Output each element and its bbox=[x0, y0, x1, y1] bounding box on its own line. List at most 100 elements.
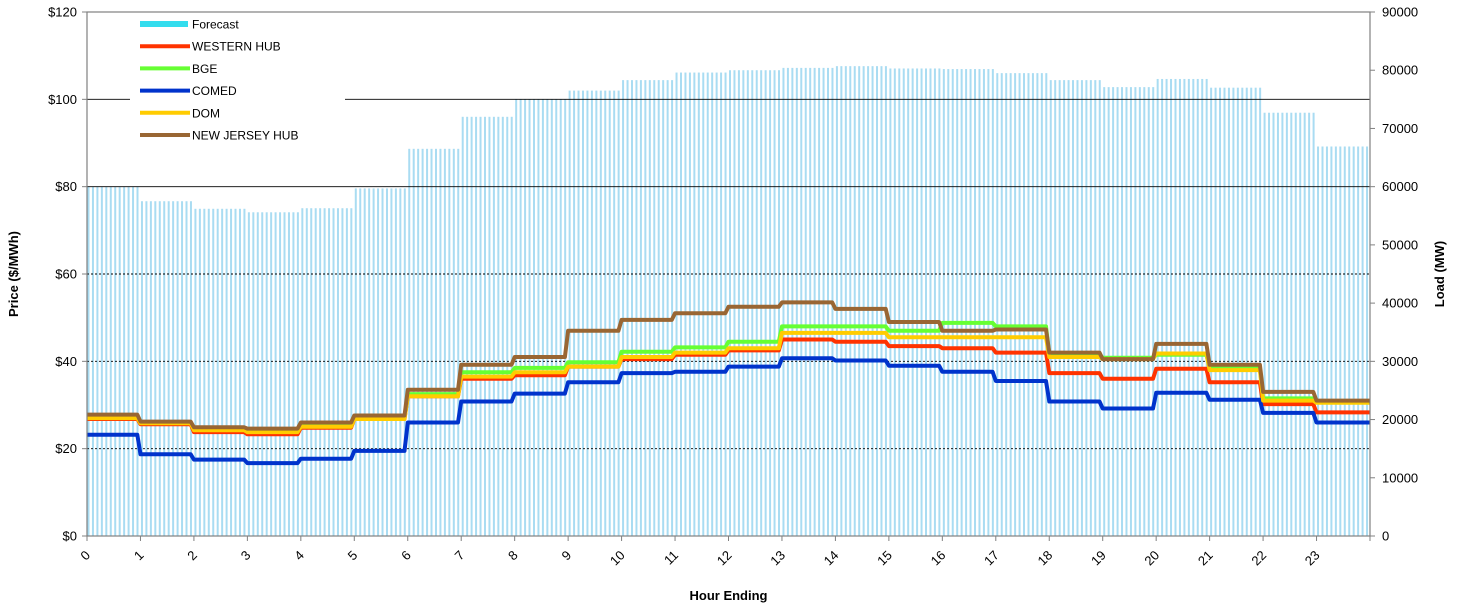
load-bar bbox=[1187, 78, 1190, 537]
load-bar bbox=[443, 148, 446, 536]
load-bar-hour bbox=[354, 188, 406, 536]
left-tick-label: $0 bbox=[63, 529, 77, 544]
right-tick-label: 20000 bbox=[1382, 412, 1418, 427]
load-bar-hour bbox=[1103, 87, 1155, 537]
legend-label: COMED bbox=[192, 84, 237, 98]
legend: Forecast WESTERN HUB BGE COMED DOM NEW JERSEY… bbox=[130, 14, 345, 154]
load-bar bbox=[711, 72, 714, 537]
load-bar bbox=[577, 90, 580, 536]
load-bar-hour bbox=[568, 90, 620, 536]
load-bar bbox=[925, 68, 928, 536]
load-bar bbox=[426, 148, 429, 536]
load-bar bbox=[1183, 78, 1186, 537]
series-line-comed bbox=[87, 356, 1370, 466]
load-bar bbox=[1063, 80, 1066, 537]
load-bar bbox=[270, 212, 273, 536]
load-bar bbox=[1147, 87, 1150, 537]
load-bar bbox=[911, 68, 914, 536]
load-bar bbox=[590, 90, 593, 536]
load-bar bbox=[702, 72, 705, 537]
load-bar bbox=[608, 90, 611, 536]
load-bar bbox=[1121, 87, 1124, 537]
load-bar bbox=[194, 208, 197, 537]
load-bar bbox=[1098, 80, 1101, 537]
load-bar bbox=[853, 66, 856, 537]
load-bar bbox=[252, 212, 255, 536]
legend-item: DOM bbox=[140, 106, 220, 120]
legend-item: BGE bbox=[140, 62, 217, 76]
load-bar-hour bbox=[461, 116, 513, 537]
load-bar bbox=[1321, 146, 1324, 537]
load-bar bbox=[867, 66, 870, 537]
load-bar bbox=[898, 68, 901, 536]
load-bar bbox=[1259, 87, 1262, 536]
left-axis-title: Price ($/MWh) bbox=[6, 231, 21, 317]
load-bar bbox=[862, 66, 865, 537]
load-bar bbox=[920, 68, 923, 536]
left-tick-label: $120 bbox=[48, 5, 77, 20]
load-bar bbox=[1366, 146, 1369, 537]
load-bar bbox=[1272, 112, 1275, 536]
load-bar bbox=[880, 66, 883, 537]
load-bar bbox=[1009, 73, 1012, 536]
load-bar bbox=[662, 80, 665, 537]
load-bar bbox=[742, 70, 745, 536]
load-bar bbox=[100, 186, 103, 537]
load-bar bbox=[238, 208, 241, 537]
load-bar bbox=[849, 66, 852, 537]
load-bar-hour bbox=[1210, 87, 1262, 536]
load-bar bbox=[1241, 87, 1244, 536]
load-bar bbox=[657, 80, 660, 537]
load-bar bbox=[1076, 80, 1079, 537]
load-bar-hour bbox=[1263, 112, 1315, 536]
load-bar bbox=[488, 116, 491, 537]
load-bar bbox=[733, 70, 736, 536]
load-bar-hour bbox=[889, 68, 941, 536]
load-bar bbox=[448, 148, 451, 536]
load-bar bbox=[283, 212, 286, 536]
load-bar bbox=[746, 70, 749, 536]
load-bar bbox=[1223, 87, 1226, 536]
load-bar bbox=[350, 208, 353, 536]
load-bar bbox=[858, 66, 861, 537]
load-bar-hour bbox=[1317, 146, 1369, 537]
legend-item: WESTERN HUB bbox=[140, 40, 281, 54]
x-tick-label: 11 bbox=[661, 548, 681, 568]
load-bar bbox=[1174, 78, 1177, 537]
right-tick-label: 30000 bbox=[1382, 354, 1418, 369]
load-bar bbox=[234, 208, 237, 537]
load-bar bbox=[947, 69, 950, 536]
load-bar bbox=[1303, 112, 1306, 536]
load-bar bbox=[301, 208, 304, 536]
left-tick-label: $100 bbox=[48, 92, 77, 107]
load-bar bbox=[261, 212, 264, 536]
legend-item: NEW JERSEY HUB bbox=[140, 129, 298, 143]
load-bar bbox=[1276, 112, 1279, 536]
load-bar bbox=[506, 116, 509, 537]
load-bar bbox=[559, 99, 562, 536]
load-bar bbox=[666, 80, 669, 537]
load-bar bbox=[412, 148, 415, 536]
load-bar bbox=[693, 72, 696, 537]
load-forecast-bars bbox=[87, 66, 1369, 537]
load-bar bbox=[974, 69, 977, 536]
load-bar bbox=[671, 80, 674, 537]
load-bar bbox=[1196, 78, 1199, 537]
price-series-lines bbox=[87, 300, 1370, 466]
load-bar bbox=[452, 148, 455, 536]
x-tick-label: 2 bbox=[184, 548, 200, 564]
x-tick-label: 17 bbox=[981, 548, 1002, 569]
load-bar bbox=[292, 212, 295, 536]
right-tick-label: 80000 bbox=[1382, 63, 1418, 78]
load-bar bbox=[1357, 146, 1360, 537]
load-bar bbox=[1112, 87, 1115, 537]
load-bar bbox=[644, 80, 647, 537]
load-bar bbox=[960, 69, 963, 536]
x-tick-label: 0 bbox=[77, 548, 93, 564]
load-bar bbox=[394, 188, 397, 536]
load-bar bbox=[675, 72, 678, 537]
load-bar bbox=[1236, 87, 1239, 536]
legend-label: DOM bbox=[192, 106, 220, 120]
x-axis-title: Hour Ending bbox=[690, 588, 768, 603]
load-bar bbox=[1058, 80, 1061, 537]
